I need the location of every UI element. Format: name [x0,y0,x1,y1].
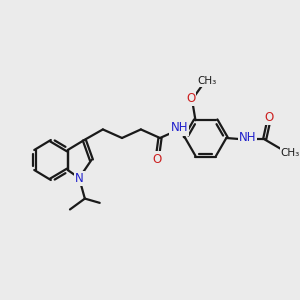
Text: O: O [186,92,195,105]
Text: O: O [152,153,161,166]
Text: CH₃: CH₃ [281,148,300,158]
Text: CH₃: CH₃ [197,76,217,86]
Text: NH: NH [170,122,188,134]
Text: NH: NH [239,131,256,145]
Text: N: N [75,172,84,185]
Text: O: O [265,111,274,124]
